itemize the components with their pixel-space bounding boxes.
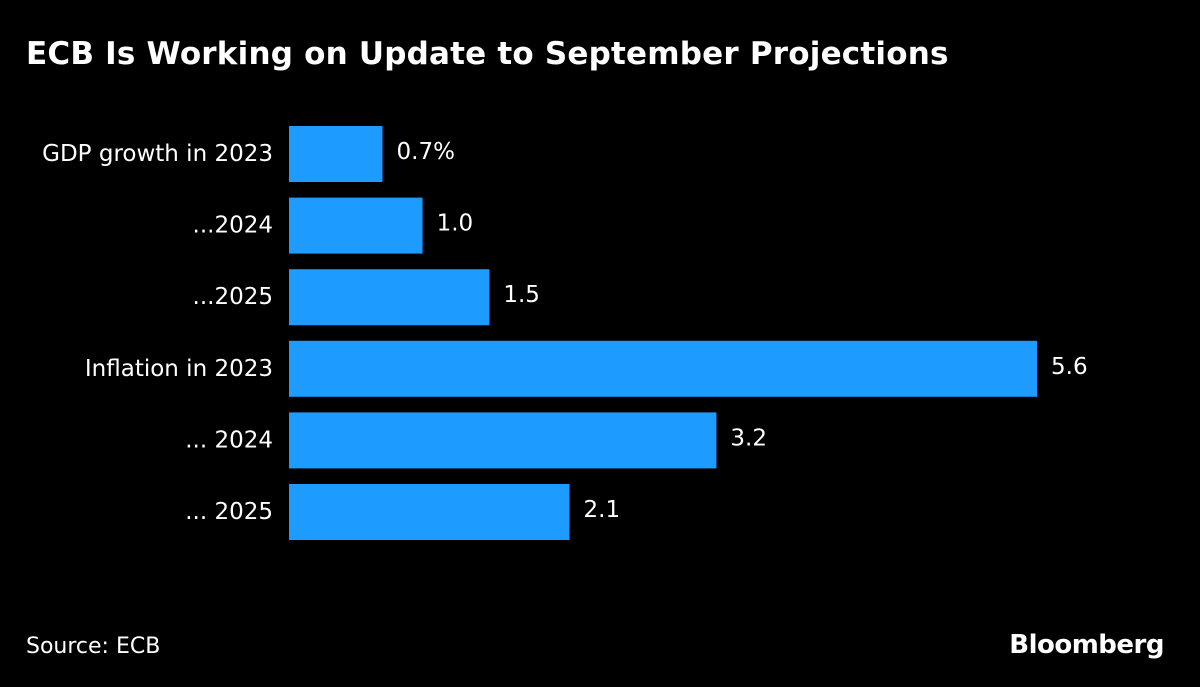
bar-1 bbox=[289, 197, 423, 254]
category-labels: GDP growth in 2023 ...2024 ...2025 Inflatio… bbox=[42, 141, 273, 525]
value-label-3: 5.6 bbox=[1051, 354, 1088, 380]
chart-title: ECB Is Working on Update to September Pr… bbox=[26, 36, 949, 72]
category-label-3: Inflation in 2023 bbox=[85, 356, 273, 382]
value-label-1: 1.0 bbox=[437, 211, 474, 237]
bar-2 bbox=[289, 269, 490, 326]
value-label-2: 1.5 bbox=[503, 282, 540, 308]
bar-0 bbox=[289, 126, 383, 182]
bloomberg-logo: Bloomberg bbox=[1009, 630, 1164, 660]
value-label-5: 2.1 bbox=[584, 497, 621, 523]
bar-5 bbox=[289, 484, 570, 540]
category-label-4: ... 2024 bbox=[185, 427, 273, 453]
bar-3 bbox=[289, 340, 1037, 397]
category-label-1: ...2024 bbox=[193, 213, 273, 239]
category-label-5: ... 2025 bbox=[185, 499, 273, 525]
category-label-0: GDP growth in 2023 bbox=[42, 141, 273, 167]
bar-chart: GDP growth in 2023 ...2024 ...2025 Inflatio… bbox=[42, 126, 1088, 540]
bars-layer bbox=[289, 126, 1037, 540]
source-note: Source: ECB bbox=[26, 634, 161, 659]
value-label-4: 3.2 bbox=[730, 425, 767, 451]
value-label-0: 0.7% bbox=[397, 139, 455, 165]
value-labels: 0.7% 1.0 1.5 5.6 3.2 2.1 bbox=[397, 139, 1088, 523]
category-label-2: ...2025 bbox=[193, 284, 273, 310]
bar-4 bbox=[289, 412, 717, 469]
